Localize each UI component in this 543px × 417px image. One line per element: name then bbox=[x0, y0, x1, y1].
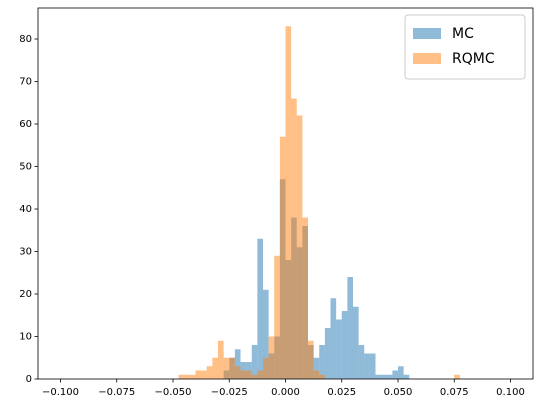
bar bbox=[369, 353, 376, 379]
bar bbox=[268, 336, 275, 379]
bar bbox=[341, 311, 348, 379]
y-tick-label: 10 bbox=[19, 332, 32, 343]
y-tick-label: 40 bbox=[19, 204, 32, 215]
x-tick-label: −0.075 bbox=[98, 387, 135, 398]
bar bbox=[324, 328, 331, 379]
x-tick-label: −0.050 bbox=[154, 387, 191, 398]
bar bbox=[223, 357, 230, 379]
bar bbox=[358, 345, 365, 379]
x-tick-label: 0.025 bbox=[327, 387, 356, 398]
bar bbox=[347, 277, 353, 379]
legend-swatch bbox=[413, 28, 441, 39]
bar bbox=[403, 374, 410, 379]
bar bbox=[319, 374, 325, 379]
bar bbox=[296, 115, 303, 379]
bar bbox=[392, 370, 398, 379]
bar bbox=[189, 374, 196, 379]
x-tick-label: −0.100 bbox=[42, 387, 79, 398]
bar bbox=[398, 366, 404, 379]
bar bbox=[330, 298, 337, 379]
bar bbox=[274, 255, 280, 379]
x-tick-label: 0.100 bbox=[496, 387, 525, 398]
y-tick-label: 30 bbox=[19, 247, 32, 258]
bar bbox=[263, 357, 269, 379]
y-tick-label: 60 bbox=[19, 119, 32, 130]
x-tick-label: 0.000 bbox=[271, 387, 300, 398]
bar bbox=[353, 306, 359, 379]
bar bbox=[206, 366, 213, 379]
y-tick-label: 0 bbox=[26, 374, 32, 385]
y-tick-label: 80 bbox=[19, 34, 32, 45]
bar bbox=[313, 357, 320, 379]
y-tick-label: 70 bbox=[19, 77, 32, 88]
bar bbox=[251, 345, 258, 379]
legend-box bbox=[404, 14, 526, 80]
legend-label: RQMC bbox=[452, 51, 495, 67]
bar bbox=[263, 289, 269, 379]
bar bbox=[229, 357, 235, 379]
bar bbox=[375, 374, 382, 379]
bar bbox=[291, 98, 297, 380]
bar bbox=[184, 374, 190, 379]
bar bbox=[257, 238, 263, 379]
bar bbox=[336, 319, 342, 379]
x-tick-label: −0.025 bbox=[211, 387, 248, 398]
bar bbox=[313, 370, 320, 379]
bar bbox=[386, 374, 393, 379]
x-tick-label: 0.050 bbox=[384, 387, 413, 398]
y-tick-label: 50 bbox=[19, 162, 32, 173]
bar bbox=[454, 374, 460, 379]
bar bbox=[257, 370, 263, 379]
bar bbox=[381, 374, 387, 379]
bar bbox=[302, 217, 308, 379]
bar bbox=[178, 374, 185, 379]
bar bbox=[364, 353, 370, 379]
bar bbox=[195, 370, 202, 379]
bar bbox=[246, 370, 252, 379]
bar bbox=[234, 366, 241, 379]
bar bbox=[285, 26, 292, 379]
legend-swatch bbox=[413, 53, 441, 64]
x-tick-label: 0.075 bbox=[440, 387, 469, 398]
bar bbox=[234, 349, 241, 379]
bar bbox=[251, 374, 258, 379]
bar bbox=[218, 340, 224, 379]
bar bbox=[212, 357, 218, 379]
y-tick-label: 20 bbox=[19, 289, 32, 300]
bar bbox=[240, 370, 247, 379]
bar bbox=[279, 136, 286, 379]
legend-label: MC bbox=[452, 26, 474, 42]
bar bbox=[201, 370, 207, 379]
bar bbox=[319, 345, 325, 379]
bar bbox=[308, 340, 314, 379]
